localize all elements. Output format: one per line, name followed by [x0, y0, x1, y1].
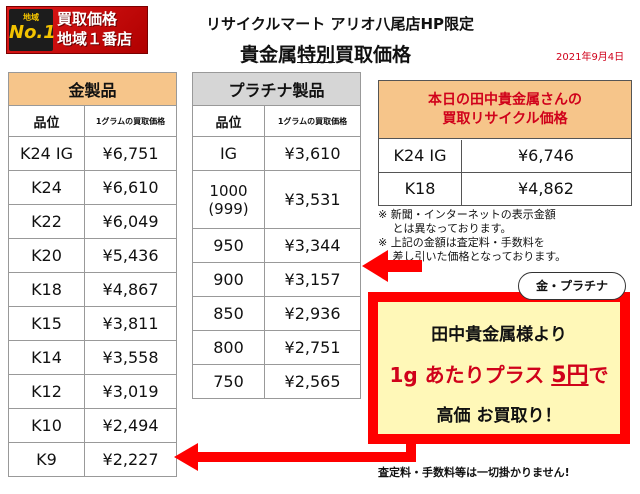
- platinum-price-table: プラチナ製品 品位 1グラムの買取価格 IG ¥3,610 1000 (999) …: [191, 72, 362, 399]
- promo-bubble: 金・プラチナ: [518, 272, 626, 300]
- tanaka-grade: K24 IG: [379, 140, 462, 172]
- gold-grade: K20: [8, 238, 85, 273]
- platinum-price: ¥3,344: [263, 228, 362, 263]
- platinum-col-grade: 品位: [192, 105, 265, 137]
- promo-box: 田中貴金属様より 1g あたりプラス 5円で 高価 お買取り！: [368, 292, 630, 444]
- tanaka-grade: K18: [379, 173, 462, 205]
- tanaka-box-line1: 本日の田中貴金属さんの: [428, 92, 582, 108]
- disclaimer-notes: ※ 新聞・インターネットの表示金額 とは異なっております。 ※ 上記の金額は査定…: [378, 208, 566, 264]
- gold-grade: K15: [8, 306, 85, 341]
- gold-price: ¥2,227: [83, 442, 178, 477]
- gold-price: ¥6,049: [83, 204, 178, 239]
- promo-line1: 田中貴金属様より: [431, 325, 567, 345]
- table-row: IG ¥3,610: [192, 136, 362, 171]
- gold-grade: K12: [8, 374, 85, 409]
- store-line: リサイクルマート アリオ八尾店HP限定: [206, 15, 475, 33]
- table-row: K24 ¥6,610: [8, 170, 178, 205]
- platinum-table-title: プラチナ製品: [191, 72, 362, 106]
- gold-price: ¥2,494: [83, 408, 178, 443]
- gold-price: ¥5,436: [83, 238, 178, 273]
- tanaka-price: ¥6,746: [518, 146, 574, 165]
- title-underlined: 特別: [297, 44, 336, 66]
- platinum-grade: 950: [192, 228, 265, 263]
- promo-line2-a: 1g あたりプラス: [389, 363, 552, 387]
- platinum-grade: 1000 (999): [192, 170, 265, 229]
- note-line: 差し引いた価格となっております。: [378, 250, 567, 263]
- badge-no1: No.1: [9, 22, 56, 43]
- badge-line2: 地域１番店: [57, 30, 133, 48]
- promo-line2: 1g あたりプラス 5円で: [378, 357, 620, 389]
- platinum-grade-sub: (999): [208, 199, 249, 218]
- gold-grade: K18: [8, 272, 85, 307]
- platinum-price: ¥2,936: [263, 296, 362, 331]
- platinum-price: ¥2,751: [263, 330, 362, 365]
- badge-text: 買取価格 地域１番店: [57, 9, 145, 51]
- gold-price: ¥4,867: [83, 272, 178, 307]
- tanaka-row: K24 IG ¥6,746: [379, 140, 631, 173]
- tanaka-row: K18 ¥4,862: [379, 173, 631, 205]
- platinum-price: ¥3,610: [263, 136, 362, 171]
- gold-grade: K22: [8, 204, 85, 239]
- table-row: 900 ¥3,157: [192, 262, 362, 297]
- table-row: 1000 (999) ¥3,531: [192, 170, 362, 229]
- platinum-grade: IG: [192, 136, 265, 171]
- table-row: K9 ¥2,227: [8, 442, 178, 477]
- platinum-grade-main: 1000: [209, 181, 248, 200]
- date: 2021年9月4日: [556, 52, 625, 63]
- table-row: K14 ¥3,558: [8, 340, 178, 375]
- badge-area-label: 地域: [23, 13, 39, 22]
- promo-line2-c: で: [588, 363, 609, 387]
- promo-line3: 高価 お買取り！: [436, 406, 562, 426]
- title-suffix: 買取価格: [335, 44, 412, 66]
- platinum-price: ¥3,531: [263, 170, 362, 229]
- table-row: 750 ¥2,565: [192, 364, 362, 399]
- promo-inner: 田中貴金属様より 1g あたりプラス 5円で 高価 お買取り！: [378, 302, 620, 434]
- platinum-grade: 800: [192, 330, 265, 365]
- table-row: K15 ¥3,811: [8, 306, 178, 341]
- platinum-price: ¥3,157: [263, 262, 362, 297]
- table-row: 850 ¥2,936: [192, 296, 362, 331]
- footer-note: 査定料・手数料等は一切掛かりません!: [378, 466, 570, 479]
- page-title: 貴金属特別買取価格: [240, 40, 411, 67]
- gold-table-title: 金製品: [7, 72, 178, 106]
- note-line: ※ 新聞・インターネットの表示金額: [378, 208, 556, 221]
- gold-grade: K10: [8, 408, 85, 443]
- platinum-col-price: 1グラムの買取価格: [263, 105, 362, 137]
- platinum-grade: 900: [192, 262, 265, 297]
- table-row: K12 ¥3,019: [8, 374, 178, 409]
- gold-grade: K9: [8, 442, 85, 477]
- gold-price: ¥6,751: [83, 136, 178, 171]
- tanaka-price: ¥4,862: [518, 179, 574, 198]
- table-row: K22 ¥6,049: [8, 204, 178, 239]
- note-line: とは異なっております。: [378, 222, 512, 235]
- table-row: 950 ¥3,344: [192, 228, 362, 263]
- platinum-grade: 750: [192, 364, 265, 399]
- table-row: K10 ¥2,494: [8, 408, 178, 443]
- gold-grade: K24: [8, 170, 85, 205]
- title-prefix: 貴金属: [240, 44, 298, 66]
- tanaka-reference-box: 本日の田中貴金属さんの 買取リサイクル価格 K24 IG ¥6,746 K18 …: [378, 80, 632, 206]
- gold-price: ¥6,610: [83, 170, 178, 205]
- gold-grade: K24 IG: [8, 136, 85, 171]
- table-row: K20 ¥5,436: [8, 238, 178, 273]
- badge-line1: 買取価格: [57, 10, 118, 28]
- tanaka-box-header: 本日の田中貴金属さんの 買取リサイクル価格: [379, 81, 631, 139]
- gold-col-price: 1グラムの買取価格: [83, 105, 178, 137]
- gold-price: ¥3,019: [83, 374, 178, 409]
- gold-price: ¥3,558: [83, 340, 178, 375]
- table-row: K18 ¥4,867: [8, 272, 178, 307]
- platinum-price: ¥2,565: [263, 364, 362, 399]
- gold-grade: K14: [8, 340, 85, 375]
- tanaka-box-line2: 買取リサイクル価格: [442, 111, 568, 127]
- ranking-badge: 地域 No.1 買取価格 地域１番店: [6, 6, 148, 54]
- gold-price: ¥3,811: [83, 306, 178, 341]
- note-line: ※ 上記の金額は査定料・手数料を: [378, 236, 545, 249]
- no1-mark: 地域 No.1: [9, 9, 56, 51]
- gold-col-grade: 品位: [8, 105, 85, 137]
- table-row: K24 IG ¥6,751: [8, 136, 178, 171]
- promo-plus-amount: 5円: [551, 363, 589, 388]
- platinum-grade: 850: [192, 296, 265, 331]
- gold-price-table: 金製品 品位 1グラムの買取価格 K24 IG ¥6,751 K24 ¥6,610 …: [7, 72, 178, 477]
- table-row: 800 ¥2,751: [192, 330, 362, 365]
